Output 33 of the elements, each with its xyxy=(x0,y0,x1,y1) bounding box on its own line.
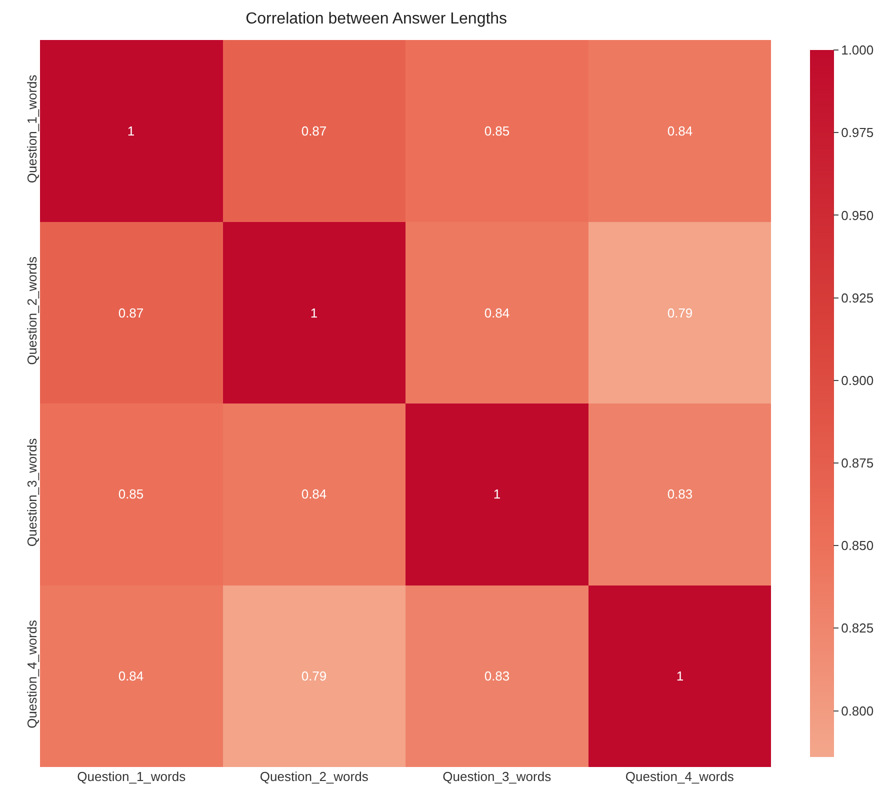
data-label: 1 xyxy=(676,668,684,684)
data-label: 1 xyxy=(127,124,135,139)
data-label: 0.85 xyxy=(484,124,510,139)
data-label: 0.84 xyxy=(667,124,693,139)
data-label: 0.84 xyxy=(484,306,510,321)
color-bar-label: 0.900 xyxy=(841,372,874,388)
y-tick-label: Question_2_words xyxy=(24,256,40,365)
y-tick-label: Question_3_words xyxy=(24,438,40,547)
x-tick-label: Question_2_words xyxy=(260,769,369,784)
y-tick-label: Question_1_words xyxy=(24,74,40,184)
chart-title: Correlation between Answer Lengths xyxy=(246,10,508,28)
color-bar-label: 0.850 xyxy=(841,538,874,554)
data-label: 1 xyxy=(493,486,501,502)
color-bar-label: 0.925 xyxy=(841,290,874,306)
data-label: 0.85 xyxy=(118,486,144,502)
data-label: 0.84 xyxy=(301,486,327,502)
data-label: 0.87 xyxy=(301,124,327,139)
x-tick-label: Question_3_words xyxy=(442,769,552,784)
data-label: 0.87 xyxy=(118,306,144,321)
data-label: 0.83 xyxy=(667,486,693,502)
color-bar-label: 0.950 xyxy=(841,208,874,223)
data-label: 0.83 xyxy=(484,668,510,684)
data-label: 0.84 xyxy=(118,668,144,684)
data-label: 0.79 xyxy=(301,668,327,684)
color-bar-label: 0.825 xyxy=(841,620,874,636)
color-bar-label: 1.000 xyxy=(841,42,874,58)
color-bar-label: 0.875 xyxy=(841,456,874,471)
data-label: 0.79 xyxy=(667,306,693,321)
color-bar-label: 0.975 xyxy=(841,125,874,140)
x-tick-label: Question_1_words xyxy=(77,769,186,784)
x-tick-label: Question_4_words xyxy=(625,769,734,784)
data-label: 1 xyxy=(310,306,318,321)
color-bar-label: 0.800 xyxy=(841,703,874,718)
